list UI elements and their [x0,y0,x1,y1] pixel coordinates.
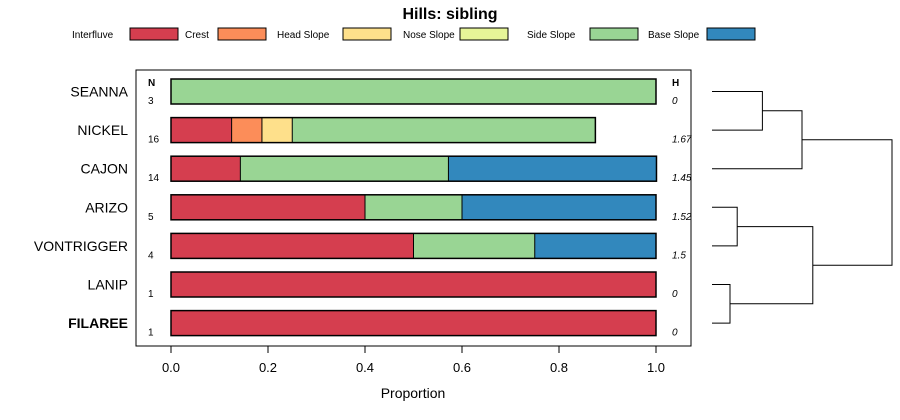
bar-outline-lanip [170,271,657,298]
bar-outline-arizo [170,194,657,221]
legend-label-base-slope: Base Slope [648,30,700,41]
x-tick-label: 0.4 [356,360,374,375]
legend-label-side-slope: Side Slope [527,30,576,41]
legend-swatch-head-slope [342,27,392,41]
bar-seanna-side-slope [171,79,656,104]
dendrogram-merge-1 [712,91,763,131]
x-tick-label: 0.0 [162,360,180,375]
bar-nickel-crest [231,117,262,143]
bar-vontrigger-base-slope [534,233,656,259]
n-value-cajon: 14 [148,173,160,184]
dendrogram-merge-6 [802,139,893,266]
legend-swatch-side-slope [589,27,639,41]
legend-swatch-nose-slope [459,27,509,41]
h-value-arizo: 1.52 [672,212,692,223]
legend-swatch-crest [217,27,267,41]
bar-filaree-interfluve [171,310,656,336]
dendrogram-merge-4 [712,284,731,324]
bar-outline-cajon [170,155,658,182]
h-value-cajon: 1.45 [672,173,692,184]
n-header: N [148,78,155,89]
bar-nickel-interfluve [171,117,232,143]
category-label-seanna: SEANNA [70,84,128,100]
h-value-seanna: 0 [672,96,678,107]
legend-label-nose-slope: Nose Slope [403,30,455,41]
bar-outline-vontrigger [170,232,657,260]
category-label-lanip: LANIP [88,277,128,293]
category-label-nickel: NICKEL [77,122,128,138]
x-tick-label: 0.8 [550,360,568,375]
bar-arizo-interfluve [171,194,365,220]
bar-vontrigger-side-slope [413,233,535,259]
n-value-arizo: 5 [148,212,154,223]
bar-cajon-side-slope [240,156,449,182]
bar-outline-nickel [170,116,597,144]
legend-label-interfluve: Interfluve [72,30,114,41]
bar-vontrigger-interfluve [171,233,414,259]
n-value-seanna: 3 [148,96,154,107]
h-value-nickel: 1.67 [672,135,692,146]
x-tick-label: 1.0 [647,360,665,375]
bar-cajon-interfluve [171,156,241,182]
legend-label-head-slope: Head Slope [277,30,330,41]
bar-nickel-side-slope [292,117,596,143]
h-value-vontrigger: 1.5 [672,250,686,261]
h-value-filaree: 0 [672,328,678,339]
n-value-vontrigger: 4 [148,250,154,261]
bar-arizo-base-slope [462,194,656,220]
dendrogram-merge-2 [712,110,803,170]
x-axis: 0.0 0.2 0.4 0.6 0.8 1.0 [162,346,665,375]
legend-swatch-base-slope [706,27,756,41]
h-header: H [672,78,679,89]
category-label-vontrigger: VONTRIGGER [34,238,128,254]
legend-swatch-interfluve [129,27,179,41]
chart-title: Hills: sibling [402,6,497,23]
category-label-arizo: ARIZO [85,199,128,215]
x-tick-label: 0.6 [453,360,471,375]
bar-arizo-side-slope [365,194,462,220]
h-value-lanip: 0 [672,289,678,300]
bar-nickel-head-slope [261,117,293,143]
bar-lanip-interfluve [171,272,656,297]
x-axis-label: Proportion [381,385,446,401]
dendrogram-merge-5 [730,226,814,305]
n-value-filaree: 1 [148,328,154,339]
bar-outline-seanna [170,78,657,105]
n-value-lanip: 1 [148,289,154,300]
dendrogram-merge-3 [712,206,738,247]
plot-frame [135,69,692,347]
bar-cajon-base-slope [448,156,657,182]
legend: Interfluve Crest Head Slope Nose Slope Side … [72,27,756,41]
dendrogram [712,91,893,324]
category-label-filaree: FILAREE [68,315,128,331]
x-tick-label: 0.2 [259,360,277,375]
category-label-cajon: CAJON [81,161,128,177]
bar-outline-filaree [170,309,657,337]
n-value-nickel: 16 [148,135,160,146]
bars-group [170,78,658,337]
legend-label-crest: Crest [185,30,209,41]
